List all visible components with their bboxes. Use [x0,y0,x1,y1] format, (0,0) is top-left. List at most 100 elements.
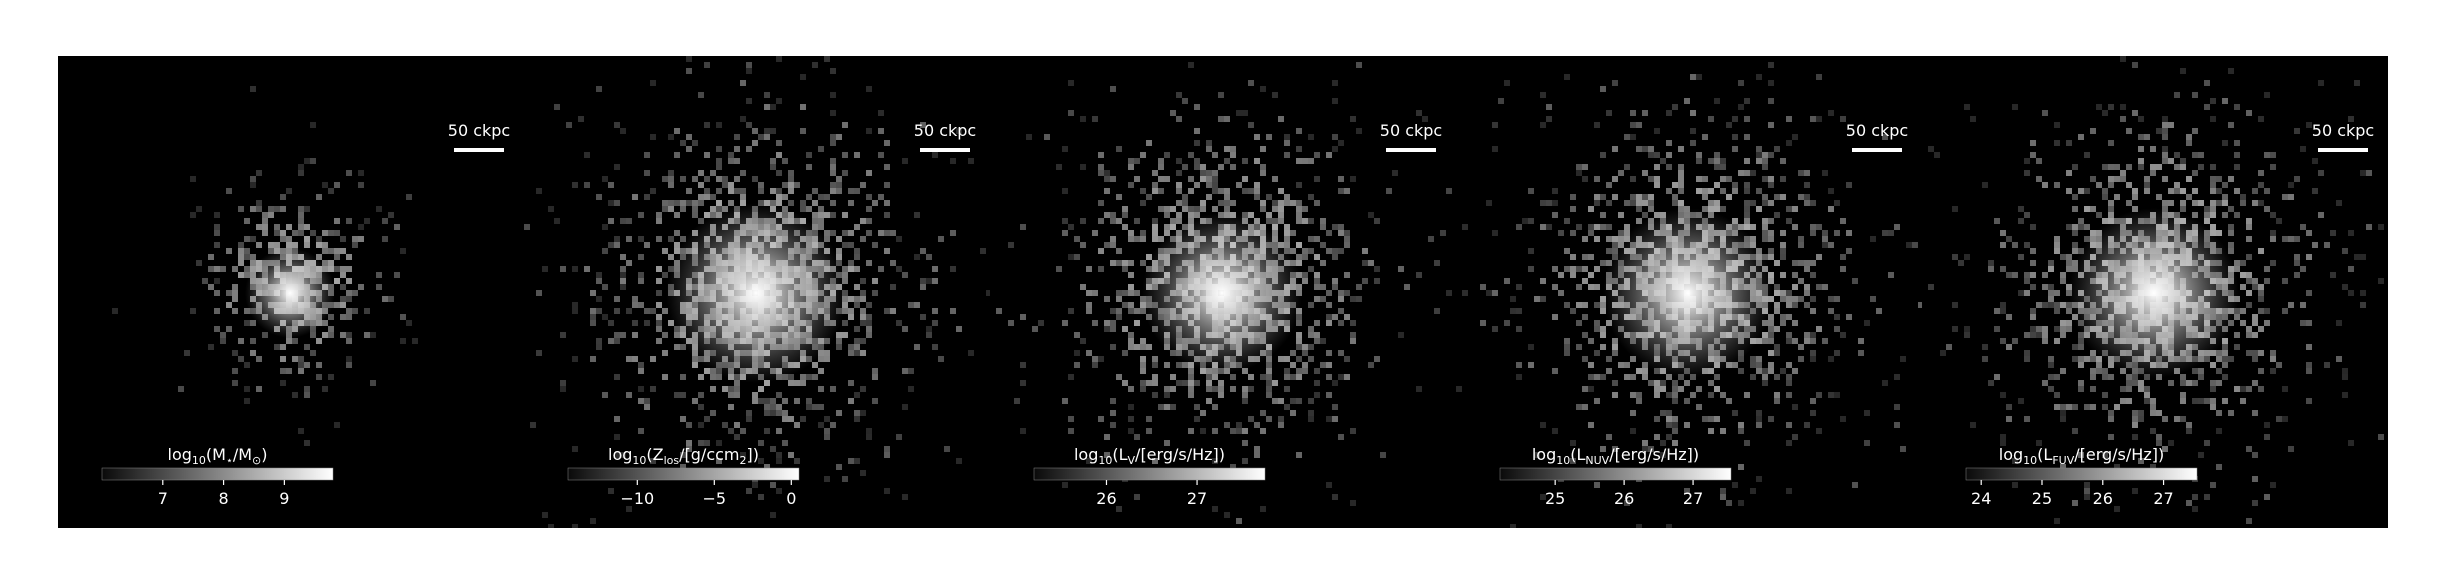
pixel [352,236,358,242]
pixel [2282,236,2288,242]
pixel [1792,134,1798,140]
pixel [830,164,836,170]
pixel [1570,206,1576,212]
pixel [2018,398,2024,404]
pixel [1098,266,1104,272]
pixel [1600,344,1606,350]
pixel [734,176,740,182]
pixel [1696,176,1702,182]
pixel [1338,230,1344,236]
pixel [830,200,836,206]
pixel [2120,116,2126,122]
pixel [602,224,608,230]
pixel [1164,386,1170,392]
pixel [2048,386,2054,392]
pixel [1020,224,1026,230]
pixel [214,278,220,284]
pixel [2360,302,2366,308]
pixel [304,158,310,164]
pixel [1786,392,1792,398]
pixel [232,308,238,314]
pixel [1164,176,1170,182]
pixel [740,170,746,176]
pixel [1816,392,1822,398]
pixel [1314,296,1320,302]
pixel [1672,194,1678,200]
pixel [1278,206,1284,212]
pixel [1302,362,1308,368]
pixel [2258,200,2264,206]
pixel [800,374,806,380]
pixel [860,218,866,224]
colorbar [567,467,800,481]
pixel [896,236,902,242]
pixel [2252,452,2258,458]
pixel [2288,446,2294,452]
pixel [1332,80,1338,86]
pixel [2000,338,2006,344]
pixel [1254,134,1260,140]
pixel [406,194,412,200]
pixel [1810,230,1816,236]
pixel [250,350,256,356]
pixel [1140,338,1146,344]
pixel [1290,200,1296,206]
pixel [262,230,268,236]
pixel [1284,230,1290,236]
pixel [2420,254,2426,260]
pixel [208,344,214,350]
pixel [2102,374,2108,380]
pixel [1582,386,1588,392]
pixel [2168,188,2174,194]
pixel [1750,224,1756,230]
pixel [1594,236,1600,242]
pixel [2030,314,2036,320]
colorbar-tick-label: 24 [1971,489,1991,508]
pixel [1570,254,1576,260]
pixel [1588,338,1594,344]
pixel [1816,284,1822,290]
pixel [818,386,824,392]
pixel [2066,266,2072,272]
pixel [836,464,842,470]
pixel [340,236,346,242]
pixel [842,308,848,314]
pixel [956,458,962,464]
pixel [2108,374,2114,380]
pixel [1314,236,1320,242]
pixel [1344,188,1350,194]
pixel [1212,386,1218,392]
pixel [842,476,848,482]
pixel [794,398,800,404]
pixel [1786,218,1792,224]
pixel [2324,242,2330,248]
pixel [710,410,716,416]
pixel [1546,200,1552,206]
pixel [400,314,406,320]
pixel [1564,350,1570,356]
pixel [256,170,262,176]
pixel [1714,152,1720,158]
pixel [2030,152,2036,158]
pixel [632,14,638,20]
pixel [1332,98,1338,104]
pixel [1098,2,1104,8]
pixel [1248,188,1254,194]
pixel [298,170,304,176]
pixel [1894,224,1900,230]
pixel [776,194,782,200]
pixel [1588,206,1594,212]
pixel [1128,332,1134,338]
pixel [1786,140,1792,146]
pixel [1570,440,1576,446]
pixel [1302,272,1308,278]
pixel [1188,386,1194,392]
pixel [2234,386,2240,392]
pixel [1206,176,1212,182]
pixel [340,266,346,272]
pixel [860,314,866,320]
pixel [692,212,698,218]
pixel [1594,200,1600,206]
colorbar-tick-label: 26 [2093,489,2113,508]
pixel [1290,248,1296,254]
